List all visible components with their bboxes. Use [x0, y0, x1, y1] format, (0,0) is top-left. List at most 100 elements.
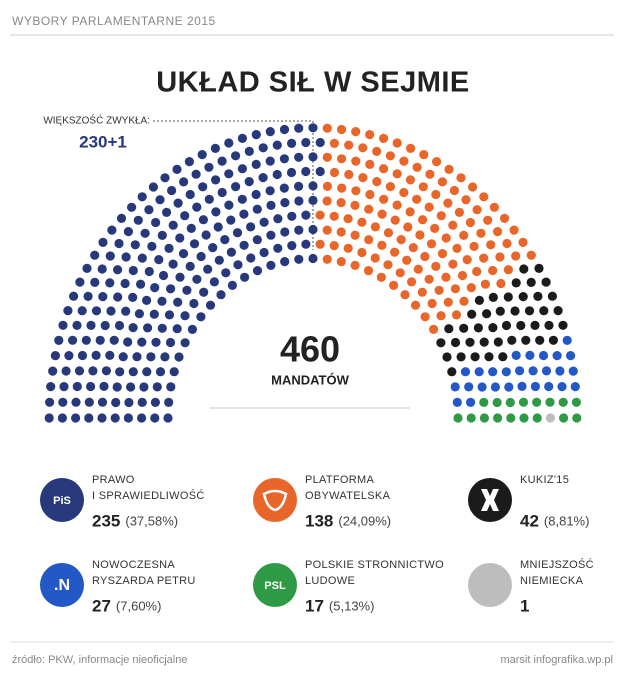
seat: [344, 169, 354, 180]
seat: [239, 240, 249, 250]
seat: [154, 255, 164, 265]
seat: [84, 397, 94, 407]
seat: [544, 320, 554, 330]
seat: [169, 367, 179, 377]
header: WYBORY PARLAMENTARNE 2015: [12, 14, 216, 28]
seat: [541, 366, 552, 376]
seat: [466, 283, 476, 293]
seat: [418, 215, 428, 225]
seat: [499, 213, 510, 223]
legend-name: PLATFORMA OBYWATELSKA: [305, 474, 391, 502]
seat: [503, 292, 513, 302]
seat: [488, 367, 498, 377]
seat: [548, 335, 559, 345]
seat: [142, 367, 152, 377]
seat: [233, 260, 243, 270]
seat: [105, 251, 115, 261]
seat: [357, 247, 367, 258]
seat: [164, 310, 175, 320]
seat: [137, 337, 147, 347]
seat: [258, 143, 268, 153]
seat: [379, 194, 389, 204]
seat: [184, 157, 194, 167]
seat: [266, 230, 276, 240]
seat: [191, 169, 201, 179]
seat: [164, 243, 174, 253]
seat: [140, 228, 150, 238]
seat: [322, 225, 332, 235]
seat: [442, 352, 452, 362]
seat: [474, 367, 484, 377]
seat: [322, 123, 332, 133]
seat: [182, 285, 192, 295]
seat: [209, 277, 219, 287]
seat: [448, 259, 458, 269]
seat: [399, 156, 409, 166]
legend-icon: [253, 563, 297, 607]
seat: [150, 283, 160, 293]
legend-logo: PSL: [264, 580, 286, 592]
seat: [493, 337, 503, 347]
seat: [204, 162, 214, 172]
seat: [426, 239, 437, 249]
seat: [434, 285, 444, 295]
seat: [72, 381, 82, 392]
seat: [493, 227, 503, 237]
seat: [45, 397, 55, 407]
seat: [308, 152, 318, 162]
seat: [61, 366, 71, 376]
seat: [420, 312, 430, 322]
seat: [286, 167, 297, 178]
seat: [473, 323, 483, 333]
seat: [467, 309, 477, 319]
seat: [252, 235, 262, 245]
seat: [46, 382, 56, 392]
seat: [220, 235, 230, 245]
seat: [571, 397, 582, 407]
seat: [252, 266, 263, 276]
seat: [279, 183, 289, 193]
seat: [329, 241, 339, 251]
legend-logo: PiS: [53, 495, 71, 507]
seat: [343, 243, 353, 253]
seat: [287, 241, 297, 251]
seat: [456, 352, 466, 362]
seat: [266, 200, 276, 210]
seat: [427, 298, 437, 309]
seat: [294, 152, 304, 162]
seat: [350, 200, 360, 210]
seat: [259, 217, 269, 227]
seat: [72, 320, 82, 330]
seat: [142, 295, 152, 305]
seat: [459, 296, 469, 306]
seat: [524, 306, 535, 316]
legend-name-line: PLATFORMA: [305, 474, 374, 486]
legend-logo: .N: [54, 577, 70, 594]
legend-share: (8,81%): [544, 513, 590, 528]
seat: [115, 367, 125, 377]
seat: [208, 243, 218, 253]
seat: [121, 252, 131, 262]
seat: [178, 249, 189, 259]
seat: [198, 215, 208, 225]
seat: [213, 222, 223, 232]
seat: [69, 291, 79, 301]
seat: [466, 397, 476, 407]
seat: [280, 227, 290, 237]
legend-name: NOWOCZESNA RYSZARDA PETRU: [92, 559, 196, 587]
seat: [365, 159, 375, 169]
seat: [99, 381, 109, 391]
seat: [351, 186, 361, 196]
seat: [521, 335, 531, 345]
seat: [224, 138, 234, 148]
seat: [370, 253, 380, 263]
seat: [258, 173, 268, 183]
seat: [137, 192, 147, 202]
seat: [479, 192, 489, 202]
legend-count: 42: [520, 511, 539, 530]
seat: [101, 366, 111, 376]
seat: [336, 227, 346, 237]
seat: [146, 352, 156, 362]
seat: [395, 268, 405, 278]
